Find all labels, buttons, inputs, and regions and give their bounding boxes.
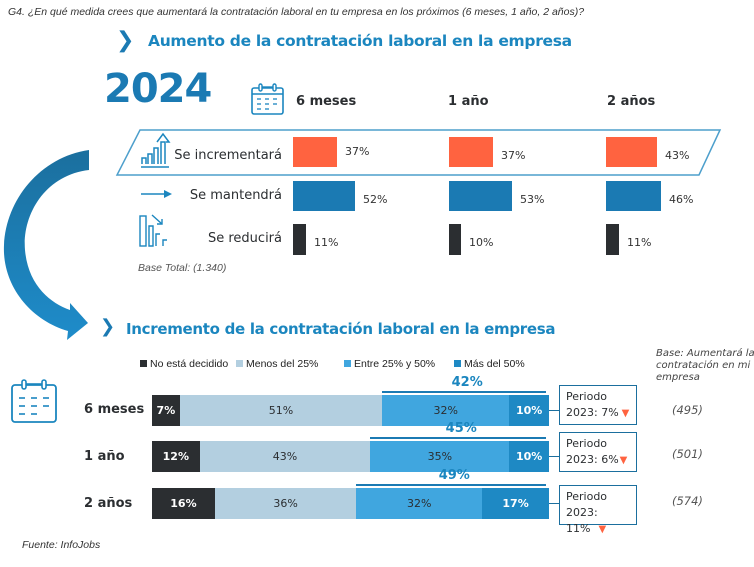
bar-2-1 [449,224,461,255]
stack-segment: 10% [509,395,549,426]
base-count: (501) [672,447,703,461]
calendar-icon [251,83,284,115]
bar-value-label: 11% [627,236,652,249]
bar-value-label: 11% [314,236,339,249]
legend-less25: Menos del 25% [236,358,318,370]
bar-2-0 [293,224,306,255]
bar-1-1 [449,181,512,211]
stack-segment: 43% [199,441,371,472]
stack-segment: 10% [509,441,549,472]
connector-line [549,503,559,504]
down-chevron-icon: ▼ [619,455,628,466]
base-count: (574) [672,494,703,508]
legend-swatch [344,360,351,367]
highlight-frame [115,129,722,176]
period-line2: 2023: 7% [566,406,619,419]
bar-value-label: 52% [363,193,388,206]
legend-label: No está decidido [150,358,229,370]
stack-segment: 35% [370,441,510,472]
stack-label-2y: 2 años [84,496,133,511]
sum-over-25-label: 49% [438,468,470,483]
sum-bracket-line [382,391,546,393]
stack-segment: 16% [152,488,215,519]
curved-arrow-icon [3,150,89,340]
decline-chart-icon [139,214,167,247]
legend-swatch [236,360,243,367]
row-label-increase: Se incrementará [174,148,282,163]
source-note: Fuente: InfoJobs [22,539,101,551]
bar-value-label: 10% [469,236,494,249]
year-label: 2024 [104,66,212,112]
legend-undecided: No está decidido [140,358,228,370]
period-header-1y: 1 año [448,94,489,109]
legend-more50: Más del 50% [454,358,525,370]
base-count: (495) [672,403,703,417]
legend-swatch [140,360,147,367]
bar-value-label: 43% [665,149,690,162]
legend-label: Más del 50% [464,358,525,370]
bar-value-label: 46% [669,193,694,206]
period-header-6m: 6 meses [296,94,357,109]
legend-25-50: Entre 25% y 50% [344,358,435,370]
row-label-maintain: Se mantendrá [189,188,282,203]
period-line1: Periodo [566,437,608,450]
base-total-note: Base Total: (1.340) [138,262,227,274]
down-chevron-icon: ▼ [598,524,607,535]
base-note-increase: Base: Aumentará la contratación en mi em… [656,348,754,383]
period-2023-box: Periodo 2023: 6%▼ [559,432,637,472]
bar-1-0 [293,181,355,211]
arrow-right-icon [141,190,172,198]
period-line2: 2023: 11% [566,506,598,535]
connector-line [549,410,559,411]
sum-bracket-line [356,484,546,486]
chevron-right-icon: ❯ [100,316,116,337]
section-title-incremento: Incremento de la contratación laboral en… [126,320,556,338]
chevron-right-icon: ❯ [116,28,135,53]
stack-segment: 7% [152,395,180,426]
stack-segment: 32% [356,488,483,519]
stack-label-1y: 1 año [84,449,125,464]
legend-label: Entre 25% y 50% [354,358,436,370]
bar-0-2 [606,137,657,167]
bar-0-1 [449,137,493,167]
sum-bracket-line [370,437,546,439]
growth-chart-icon [141,132,171,168]
stack-segment: 32% [382,395,510,426]
row-label-reduce: Se reducirá [207,231,282,246]
legend-label: Menos del 25% [246,358,319,370]
period-2023-box: Periodo 2023: 11% ▼ [559,485,637,535]
sum-over-25-label: 42% [451,375,483,390]
stack-segment: 17% [482,488,549,519]
stack-segment: 51% [179,395,383,426]
period-2023-box: Periodo 2023: 7% ▼ [559,385,637,425]
period-line1: Periodo [566,390,608,403]
period-header-2y: 2 años [607,94,656,109]
bar-value-label: 37% [345,145,370,158]
sum-over-25-label: 45% [445,421,477,436]
stack-label-6m: 6 meses [84,402,145,417]
calendar-icon [11,379,57,423]
stack-segment: 12% [152,441,200,472]
bar-1-2 [606,181,661,211]
bar-0-0 [293,137,337,167]
bar-value-label: 53% [520,193,545,206]
period-line1: Periodo [566,490,608,503]
down-chevron-icon: ▼ [621,408,630,419]
survey-question: G4. ¿En qué medida crees que aumentará l… [8,6,585,18]
period-line2: 2023: 6% [566,453,619,466]
bar-2-2 [606,224,619,255]
bar-value-label: 37% [501,149,526,162]
connector-line [549,456,559,457]
legend-swatch [454,360,461,367]
section-title-aumento: Aumento de la contratación laboral en la… [148,32,572,50]
stack-segment: 36% [214,488,357,519]
